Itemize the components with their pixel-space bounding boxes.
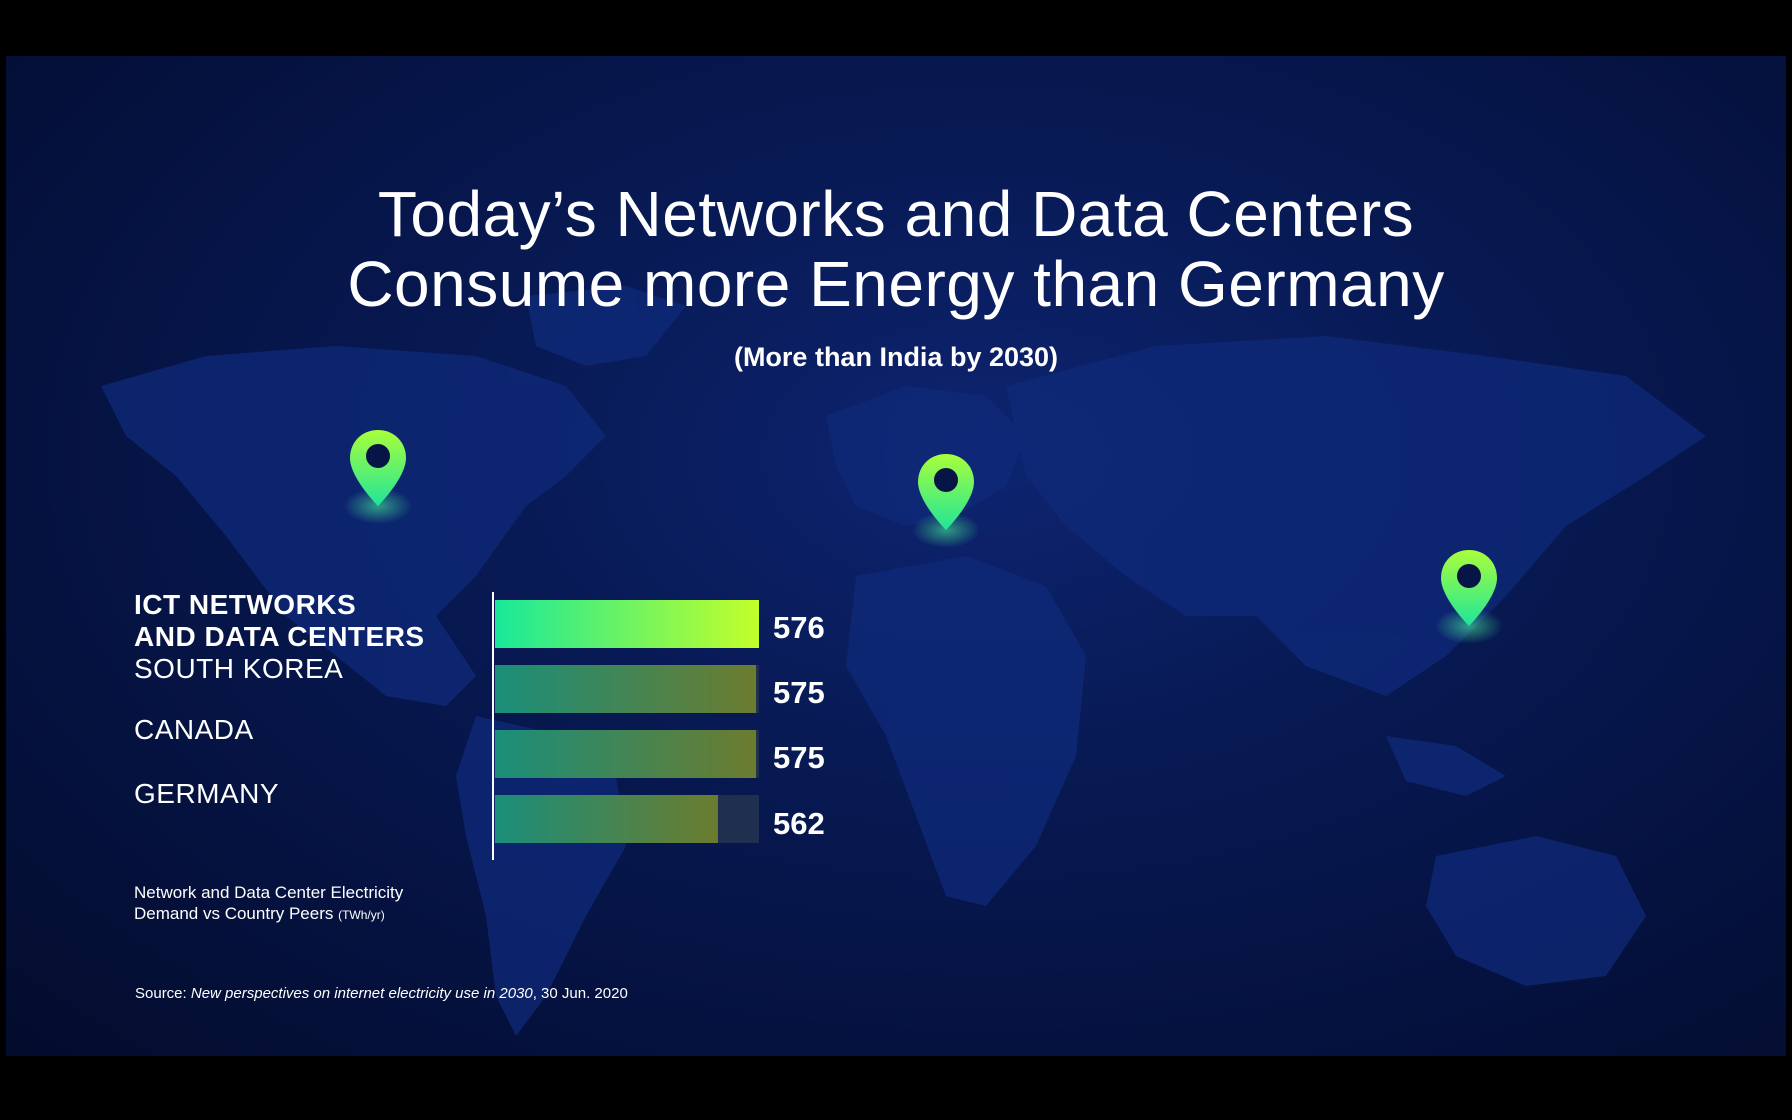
bar — [495, 730, 757, 778]
category-label: GERMANY — [134, 778, 280, 809]
category-label: AND DATA CENTERS — [134, 621, 425, 652]
bar-value-label: 562 — [773, 806, 825, 841]
caption-line-1: Network and Data Center Electricity — [134, 883, 404, 902]
category-label: ICT NETWORKS — [134, 589, 357, 620]
source-title: New perspectives on internet electricity… — [190, 985, 533, 1002]
bar — [495, 665, 757, 713]
slide-title-line-1: Today’s Networks and Data Centers — [377, 178, 1415, 250]
category-label: SOUTH KOREA — [134, 653, 344, 684]
caption-unit: (TWh/yr) — [338, 908, 385, 922]
map-pin-icon — [1435, 550, 1503, 644]
caption-line-2-text: Demand vs Country Peers — [134, 904, 334, 923]
bar-value-label: 575 — [773, 740, 825, 775]
world-map-background — [101, 286, 1706, 1036]
category-label: CANADA — [134, 714, 254, 745]
map-pin-icon — [912, 454, 980, 548]
source-suffix: , 30 Jun. 2020 — [532, 985, 628, 1002]
bar-value-label: 576 — [773, 610, 825, 645]
map-pin-icon — [344, 430, 412, 524]
source-note: Source: New perspectives on internet ele… — [135, 985, 628, 1002]
bar-chart: 576 ICT NETWORKS AND DATA CENTERS 575 SOUTH … — [6, 56, 1786, 1056]
caption-line-2: Demand vs Country Peers (TWh/yr) — [134, 903, 403, 926]
slide-title-line-2: Consume more Energy than Germany — [347, 248, 1445, 320]
chart-caption: Network and Data Center Electricity Dema… — [134, 882, 403, 926]
bar — [495, 795, 718, 843]
bar-value-label: 575 — [773, 675, 825, 710]
source-prefix: Source: — [135, 985, 191, 1002]
bar-chart-svg — [492, 592, 759, 860]
slide-subtitle: (More than India by 2030) — [733, 342, 1059, 372]
bar — [495, 600, 759, 648]
slide: Today’s Networks and Data Centers Consum… — [6, 56, 1786, 1056]
